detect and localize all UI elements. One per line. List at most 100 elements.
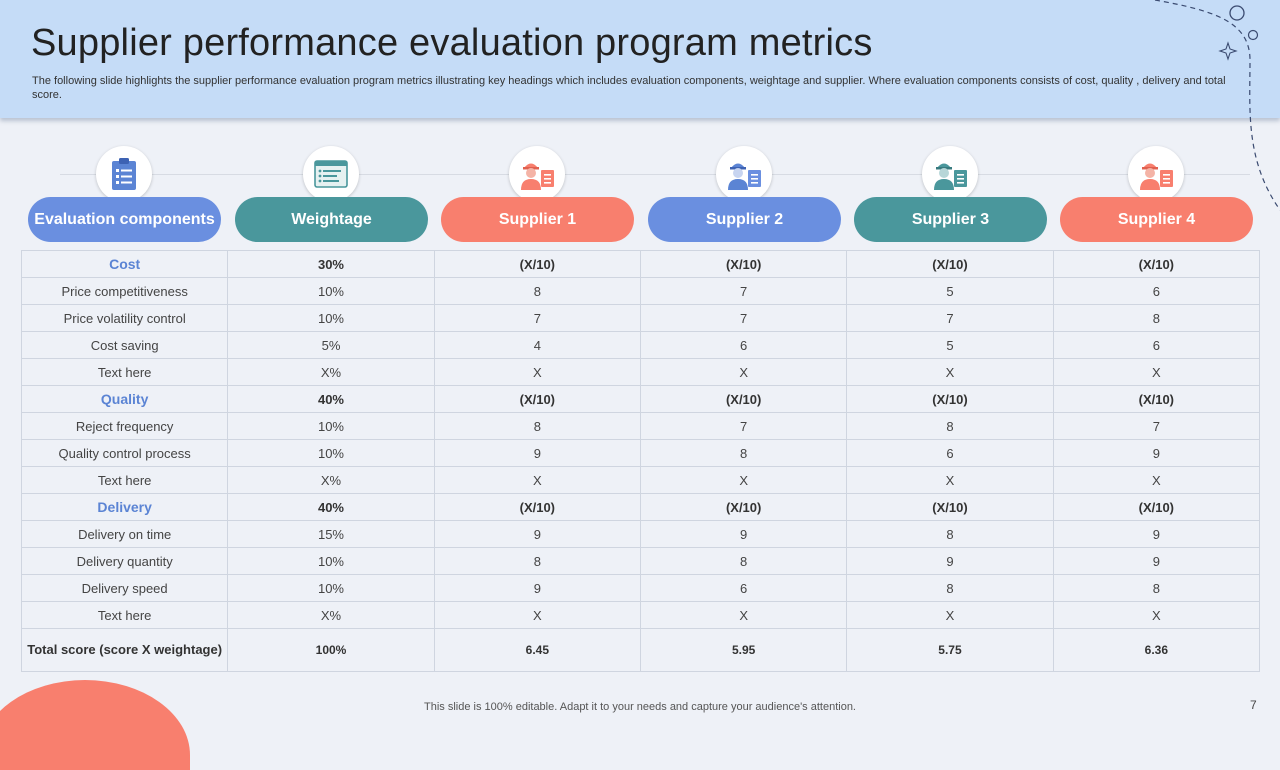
table-cell: 4	[433, 331, 641, 359]
table-cell: X	[1052, 358, 1261, 386]
column-header-supplier-2: Supplier 2	[648, 146, 841, 242]
table-cell: 5.95	[639, 628, 848, 672]
document-list-icon	[303, 146, 359, 202]
table-cell: 30%	[227, 250, 435, 278]
slide-footer-note: This slide is 100% editable. Adapt it to…	[424, 701, 856, 713]
table-cell: 6	[639, 331, 848, 359]
table-cell: 8	[433, 277, 641, 305]
table-cell: 100%	[227, 628, 435, 672]
table-cell: Delivery quantity	[20, 547, 229, 575]
decorative-coral-blob	[0, 680, 190, 770]
supplier-2-label: Supplier 2	[648, 197, 841, 242]
table-cell: Cost	[20, 250, 229, 278]
column-header-supplier-1: Supplier 1	[441, 146, 634, 242]
table-row: Delivery on time 15% 9 9 8 9	[20, 520, 1261, 548]
table-cell: 5.75	[846, 628, 1054, 672]
table-cell: 10%	[227, 574, 435, 602]
table-cell: Text here	[20, 358, 229, 386]
table-cell: Text here	[20, 466, 229, 494]
table-cell: 9	[846, 547, 1054, 575]
table-cell: X	[433, 466, 641, 494]
table-cell: 6.36	[1052, 628, 1261, 672]
supplier-worker-icon	[922, 146, 978, 202]
table-cell: 6	[1052, 277, 1261, 305]
table-cell: X	[846, 601, 1054, 629]
table-row: Delivery quantity 10% 8 8 9 9	[20, 547, 1261, 575]
table-cell: 9	[433, 520, 641, 548]
table-cell: Quality control process	[20, 439, 229, 467]
table-cell: 5	[846, 277, 1054, 305]
table-cell: 7	[639, 277, 848, 305]
table-cell: 9	[639, 520, 848, 548]
table-cell: X	[846, 358, 1054, 386]
column-header-supplier-3: Supplier 3	[854, 146, 1047, 242]
table-cell: 8	[1052, 574, 1261, 602]
supplier-4-label: Supplier 4	[1060, 197, 1253, 242]
table-cell: 6	[1052, 331, 1261, 359]
table-cell: 8	[639, 547, 848, 575]
weightage-label: Weightage	[235, 197, 428, 242]
slide-title: Supplier performance evaluation program …	[31, 22, 873, 64]
table-cell: 9	[433, 439, 641, 467]
table-row: Cost saving 5% 4 6 5 6	[20, 331, 1261, 359]
table-cell: 10%	[227, 439, 435, 467]
table-cell: 7	[639, 304, 848, 332]
metrics-table: Cost 30% (X/10) (X/10) (X/10) (X/10) Pri…	[20, 250, 1261, 672]
table-row: Text here X% X X X X	[20, 601, 1261, 629]
table-cell: 10%	[227, 412, 435, 440]
table-cell: (X/10)	[639, 385, 848, 413]
table-cell: X%	[227, 601, 435, 629]
table-row-section-cost: Cost 30% (X/10) (X/10) (X/10) (X/10)	[20, 250, 1261, 278]
column-header-evaluation: Evaluation components	[28, 146, 221, 242]
table-row: Quality control process 10% 9 8 6 9	[20, 439, 1261, 467]
table-cell: 7	[846, 304, 1054, 332]
table-row-section-delivery: Delivery 40% (X/10) (X/10) (X/10) (X/10)	[20, 493, 1261, 521]
page-number: 7	[1250, 698, 1257, 712]
header-connector-line	[60, 174, 1250, 175]
supplier-worker-icon	[716, 146, 772, 202]
table-cell: 9	[433, 574, 641, 602]
table-cell: Total score (score X weightage)	[20, 628, 229, 672]
table-cell: X	[433, 601, 641, 629]
slide-subtitle: The following slide highlights the suppl…	[32, 75, 1226, 101]
table-cell: (X/10)	[433, 493, 641, 521]
table-cell: 7	[639, 412, 848, 440]
table-cell: Cost saving	[20, 331, 229, 359]
table-cell: 8	[846, 412, 1054, 440]
supplier-worker-icon	[509, 146, 565, 202]
table-cell: (X/10)	[639, 493, 848, 521]
table-cell: 6.45	[433, 628, 641, 672]
table-cell: X	[846, 466, 1054, 494]
table-cell: 8	[846, 520, 1054, 548]
table-cell: 5%	[227, 331, 435, 359]
table-cell: 40%	[227, 493, 435, 521]
table-cell: 15%	[227, 520, 435, 548]
table-cell: Delivery on time	[20, 520, 229, 548]
table-row: Price competitiveness 10% 8 7 5 6	[20, 277, 1261, 305]
table-cell: (X/10)	[846, 250, 1054, 278]
clipboard-checklist-icon	[96, 146, 152, 202]
table-cell: Reject frequency	[20, 412, 229, 440]
table-cell: Price competitiveness	[20, 277, 229, 305]
table-cell: 9	[1052, 520, 1261, 548]
table-cell: 6	[639, 574, 848, 602]
table-cell: X	[1052, 466, 1261, 494]
table-cell: 10%	[227, 304, 435, 332]
table-cell: 8	[639, 439, 848, 467]
table-row: Text here X% X X X X	[20, 358, 1261, 386]
table-cell: 7	[433, 304, 641, 332]
table-cell: 10%	[227, 277, 435, 305]
table-cell: X%	[227, 466, 435, 494]
table-cell: 9	[1052, 547, 1261, 575]
table-cell: (X/10)	[1052, 493, 1261, 521]
table-cell: (X/10)	[846, 385, 1054, 413]
table-cell: (X/10)	[1052, 250, 1261, 278]
table-cell: 9	[1052, 439, 1261, 467]
table-cell: Quality	[20, 385, 229, 413]
table-row: Reject frequency 10% 8 7 8 7	[20, 412, 1261, 440]
column-header-supplier-4: Supplier 4	[1060, 146, 1253, 242]
table-row: Text here X% X X X X	[20, 466, 1261, 494]
decorative-dashed-curve	[1154, 0, 1280, 211]
table-cell: X	[1052, 601, 1261, 629]
table-cell: 6	[846, 439, 1054, 467]
